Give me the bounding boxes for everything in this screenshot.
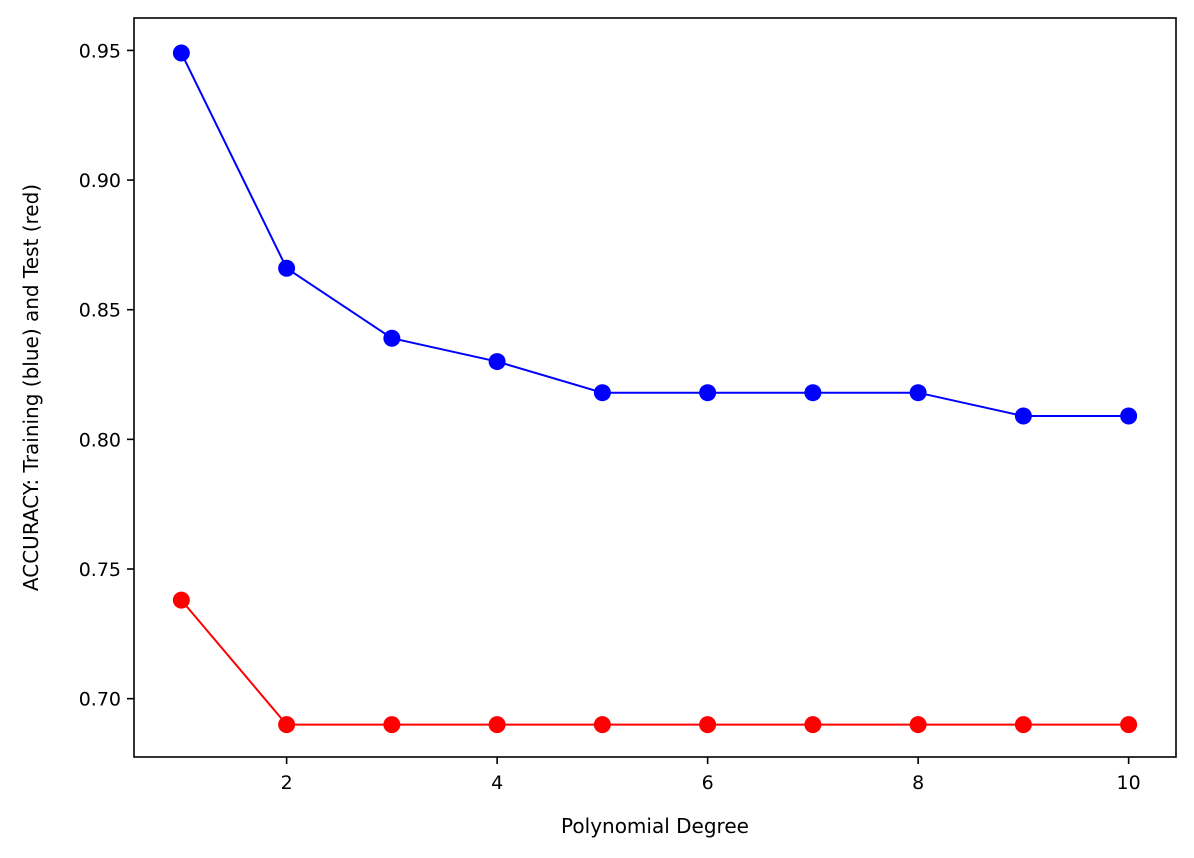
data-point bbox=[593, 716, 611, 734]
y-axis-label: ACCURACY: Training (blue) and Test (red) bbox=[19, 184, 43, 591]
y-tick-label: 0.90 bbox=[79, 170, 121, 192]
series-line-1 bbox=[180, 599, 1129, 726]
data-point bbox=[488, 716, 506, 734]
x-tick-label: 8 bbox=[912, 772, 924, 794]
data-point bbox=[1014, 716, 1032, 734]
x-tick-label: 4 bbox=[491, 772, 503, 794]
x-axis-label: Polynomial Degree bbox=[561, 814, 749, 838]
data-point bbox=[278, 259, 296, 277]
data-point bbox=[383, 329, 401, 347]
data-point bbox=[699, 716, 717, 734]
data-point bbox=[909, 384, 927, 402]
data-point bbox=[1014, 407, 1032, 425]
ticks: 2 4 6 8 10 0.70 0.75 0.80 0.85 0.90 0.95 bbox=[79, 40, 1141, 794]
data-point bbox=[1120, 407, 1138, 425]
x-tick-label: 6 bbox=[702, 772, 714, 794]
data-point bbox=[593, 384, 611, 402]
data-point bbox=[172, 44, 190, 62]
x-tick-label: 10 bbox=[1117, 772, 1141, 794]
data-point bbox=[804, 384, 822, 402]
y-tick-label: 0.95 bbox=[79, 40, 121, 62]
series-line-0 bbox=[180, 52, 1129, 418]
data-point bbox=[278, 716, 296, 734]
data-point bbox=[172, 591, 190, 609]
data-point bbox=[383, 716, 401, 734]
x-tick-label: 2 bbox=[281, 772, 293, 794]
y-tick-label: 0.75 bbox=[79, 559, 121, 581]
data-point bbox=[488, 353, 506, 371]
y-tick-label: 0.70 bbox=[79, 689, 121, 711]
y-tick-label: 0.80 bbox=[79, 429, 121, 451]
y-tick-label: 0.85 bbox=[79, 300, 121, 322]
plot-area bbox=[172, 44, 1138, 734]
data-point bbox=[909, 716, 927, 734]
data-point bbox=[804, 716, 822, 734]
axes-frame bbox=[133, 17, 1177, 758]
data-point bbox=[699, 384, 717, 402]
data-point bbox=[1120, 716, 1138, 734]
